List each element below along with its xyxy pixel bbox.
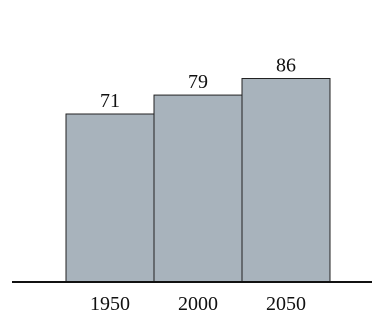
value-label-2000: 79 xyxy=(188,71,208,93)
x-tick-label-2050: 2050 xyxy=(266,293,306,315)
x-tick-label-1950: 1950 xyxy=(90,293,130,315)
bar-2000 xyxy=(153,94,243,283)
value-label-1950: 71 xyxy=(100,90,120,112)
bar-2050 xyxy=(241,78,331,283)
value-labels-layer: 71 79 86 xyxy=(100,55,296,112)
x-tick-labels: 1950 2000 2050 xyxy=(90,293,306,315)
bars-layer xyxy=(65,78,331,283)
x-tick-label-2000: 2000 xyxy=(178,293,218,315)
value-label-2050: 86 xyxy=(276,55,296,77)
bar-1950 xyxy=(65,113,155,283)
